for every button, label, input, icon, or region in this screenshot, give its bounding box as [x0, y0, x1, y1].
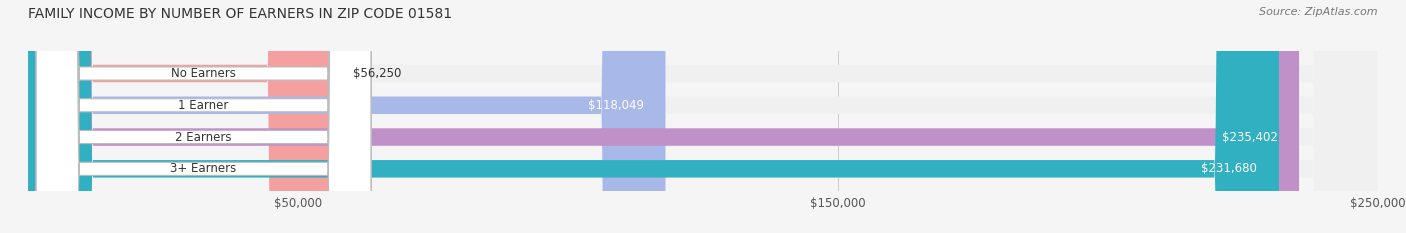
Text: $231,680: $231,680 — [1202, 162, 1257, 175]
FancyBboxPatch shape — [28, 0, 1378, 233]
FancyBboxPatch shape — [28, 0, 1299, 233]
Text: $235,402: $235,402 — [1222, 130, 1278, 144]
Text: No Earners: No Earners — [172, 67, 236, 80]
FancyBboxPatch shape — [28, 0, 1279, 233]
Text: 3+ Earners: 3+ Earners — [170, 162, 236, 175]
FancyBboxPatch shape — [28, 0, 1378, 233]
FancyBboxPatch shape — [28, 0, 332, 233]
Text: $56,250: $56,250 — [353, 67, 402, 80]
FancyBboxPatch shape — [37, 0, 371, 233]
Text: $118,049: $118,049 — [588, 99, 644, 112]
FancyBboxPatch shape — [37, 0, 371, 233]
FancyBboxPatch shape — [28, 0, 1378, 233]
Text: FAMILY INCOME BY NUMBER OF EARNERS IN ZIP CODE 01581: FAMILY INCOME BY NUMBER OF EARNERS IN ZI… — [28, 7, 453, 21]
FancyBboxPatch shape — [37, 0, 371, 233]
Text: Source: ZipAtlas.com: Source: ZipAtlas.com — [1260, 7, 1378, 17]
Text: 1 Earner: 1 Earner — [179, 99, 229, 112]
FancyBboxPatch shape — [37, 0, 371, 233]
Text: 2 Earners: 2 Earners — [176, 130, 232, 144]
FancyBboxPatch shape — [28, 0, 665, 233]
FancyBboxPatch shape — [28, 0, 1378, 233]
